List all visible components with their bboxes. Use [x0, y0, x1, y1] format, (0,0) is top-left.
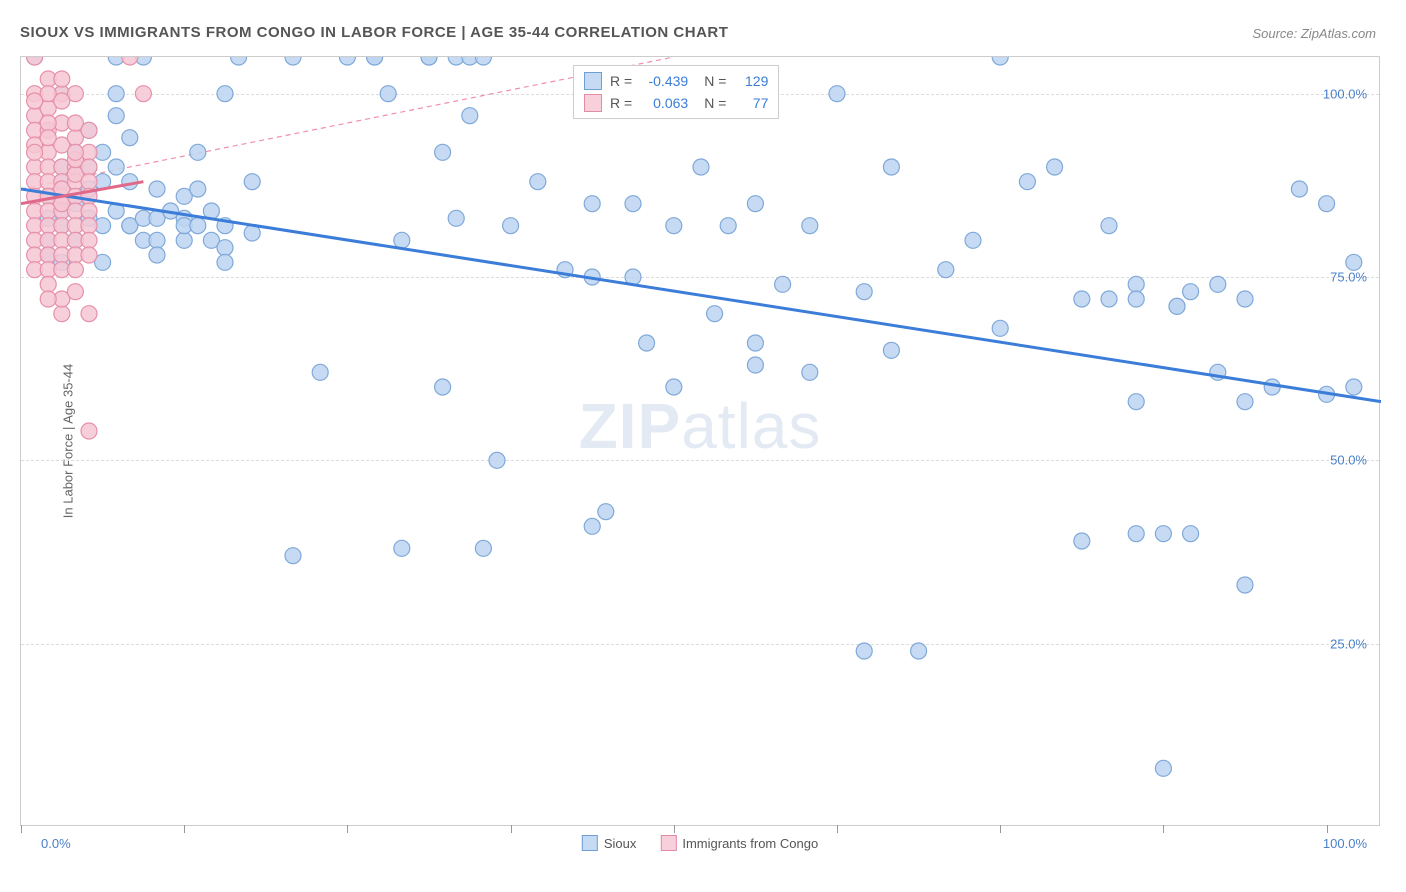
legend-item: Immigrants from Congo	[660, 835, 818, 851]
stats-r-value: 0.063	[640, 92, 688, 114]
chart-title: SIOUX VS IMMIGRANTS FROM CONGO IN LABOR …	[20, 24, 728, 41]
stats-n-label: N =	[704, 70, 726, 92]
legend: Sioux Immigrants from Congo	[582, 835, 818, 851]
legend-item: Sioux	[582, 835, 637, 851]
stats-swatch	[584, 94, 602, 112]
source-attribution: Source: ZipAtlas.com	[1252, 26, 1376, 41]
stats-n-label: N =	[704, 92, 726, 114]
stats-r-value: -0.439	[640, 70, 688, 92]
stats-n-value: 129	[734, 70, 768, 92]
stats-box: R = -0.439 N = 129 R = 0.063 N = 77	[573, 65, 779, 119]
stats-n-value: 77	[734, 92, 768, 114]
legend-label: Immigrants from Congo	[682, 836, 818, 851]
x-axis-min-label: 0.0%	[41, 836, 71, 851]
x-axis-max-label: 100.0%	[1323, 836, 1367, 851]
legend-swatch	[660, 835, 676, 851]
stats-row: R = -0.439 N = 129	[584, 70, 768, 92]
stats-swatch	[584, 72, 602, 90]
stats-r-label: R =	[610, 70, 632, 92]
legend-swatch	[582, 835, 598, 851]
stats-row: R = 0.063 N = 77	[584, 92, 768, 114]
scatter-plot	[21, 57, 1381, 827]
stats-r-label: R =	[610, 92, 632, 114]
chart-frame: In Labor Force | Age 35-44 25.0%50.0%75.…	[20, 56, 1380, 826]
legend-label: Sioux	[604, 836, 637, 851]
